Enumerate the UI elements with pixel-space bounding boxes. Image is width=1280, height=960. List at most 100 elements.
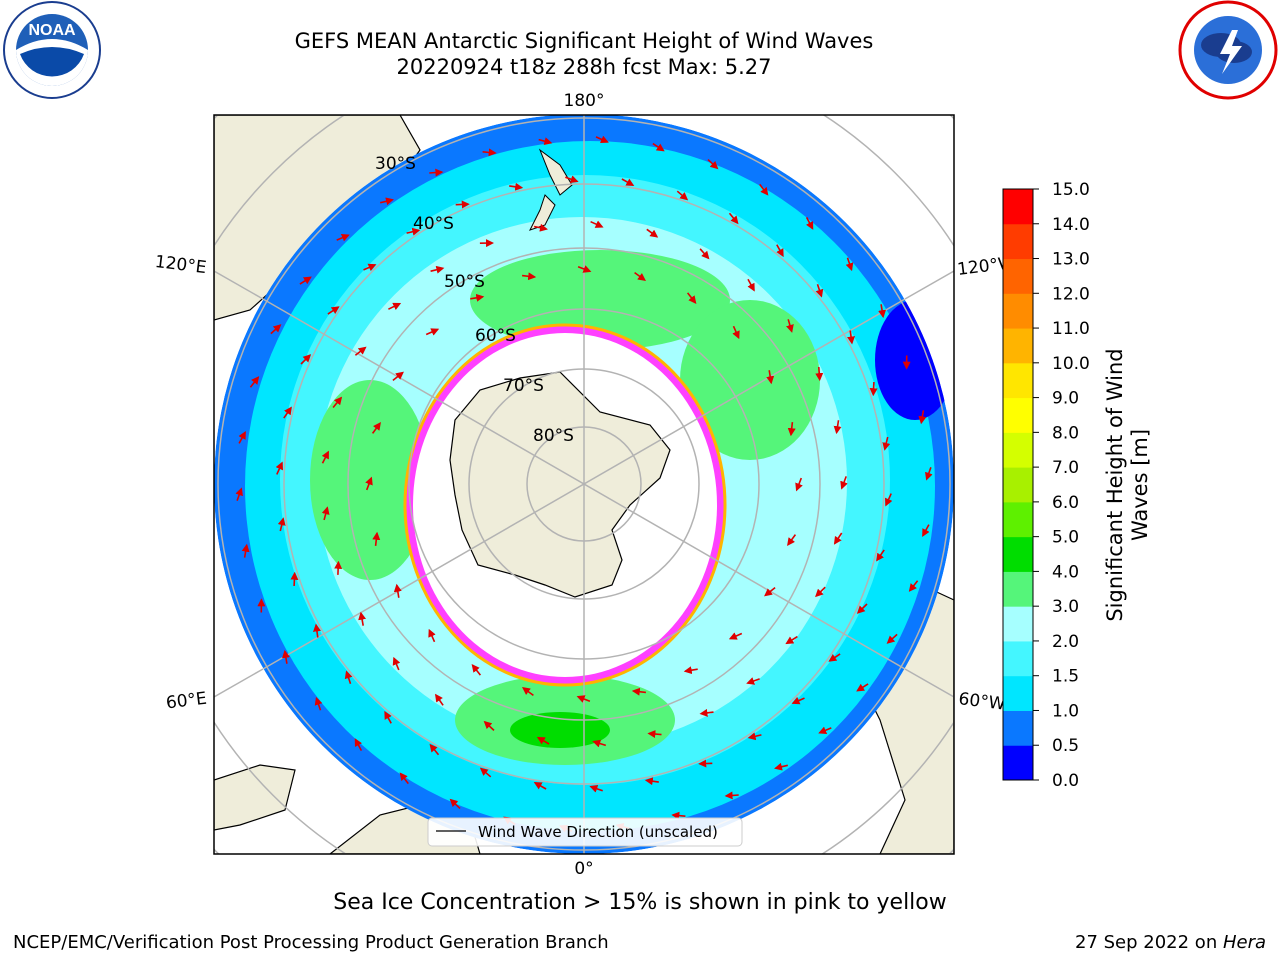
wind-wave-arrow — [372, 531, 381, 546]
wind-wave-arrow — [455, 200, 470, 209]
wind-wave-arrow — [576, 695, 591, 703]
wind-wave-arrow — [399, 772, 409, 785]
colorbar-segment — [1003, 467, 1033, 503]
wind-wave-arrow — [430, 265, 445, 274]
wind-wave-arrow — [925, 467, 933, 481]
chart-title: GEFS MEAN Antarctic Significant Height o… — [200, 28, 968, 80]
wind-wave-arrow — [238, 430, 246, 444]
wind-wave-arrow — [354, 346, 367, 356]
wind-wave-arrow — [565, 175, 579, 183]
wind-wave-arrow — [358, 611, 367, 626]
wind-wave-arrow — [354, 738, 363, 751]
wind-wave-arrow — [815, 283, 824, 298]
graticule — [217, 115, 951, 854]
lon-label-60e: 60°E — [165, 689, 208, 714]
colorbar-tick-label: 5.0 — [1052, 528, 1079, 548]
wind-wave-arrow — [776, 244, 784, 258]
wind-wave-arrow — [522, 687, 534, 697]
lat-label-50s: 50°S — [444, 272, 485, 292]
wind-wave-arrow — [509, 182, 524, 191]
colorbar-tick-label: 2.0 — [1052, 632, 1079, 652]
wind-wave-arrow — [281, 649, 290, 664]
wind-wave-arrow — [365, 476, 373, 491]
colorbar-segment — [1003, 536, 1033, 572]
wind-wave-arrow — [429, 168, 444, 177]
wind-wave-arrow — [676, 190, 689, 201]
wind-wave-arrow — [878, 304, 887, 319]
wind-wave-arrow — [592, 739, 607, 748]
title-line-1: GEFS MEAN Antarctic Significant Height o… — [294, 29, 874, 53]
noaa-logo-text: NOAA — [28, 22, 76, 39]
wind-wave-arrow — [538, 137, 553, 146]
wind-wave-arrow — [815, 586, 826, 598]
wind-wave-arrow — [406, 227, 421, 236]
wind-wave-arrow — [774, 762, 788, 771]
wind-wave-arrow — [724, 791, 739, 800]
wind-wave-arrow — [791, 696, 805, 705]
wind-wave-arrow — [595, 135, 609, 144]
colorbar-label: Significant Height of Wind Waves [m] — [1103, 348, 1153, 621]
wind-wave-arrow — [882, 436, 891, 451]
wind-wave-arrow — [759, 183, 769, 196]
wind-wave-arrow — [533, 223, 548, 232]
wind-wave-arrow — [314, 696, 323, 711]
wind-wave-arrow — [631, 687, 646, 696]
colorbar-label-line-2: Waves [m] — [1128, 428, 1152, 542]
map-legend: Wind Wave Direction (unscaled) — [427, 817, 743, 847]
lat-label-40s: 40°S — [413, 214, 454, 234]
colorbar-tick-label: 0.5 — [1052, 736, 1079, 756]
map-border — [213, 114, 955, 855]
wind-wave-arrow — [644, 777, 659, 786]
wind-wave-arrow — [787, 422, 796, 437]
colorbar-segment — [1003, 606, 1033, 642]
wind-wave-arrow — [728, 212, 739, 225]
nws-logo — [1178, 0, 1278, 100]
wind-wave-arrow — [249, 376, 260, 388]
colorbar-label-line-1: Significant Height of Wind — [1103, 348, 1127, 622]
footer-date-text: 27 Sep 2022 on — [1075, 932, 1223, 953]
wind-wave-arrow — [589, 785, 603, 793]
wind-wave-arrow — [363, 263, 377, 272]
wind-wave-arrow — [334, 560, 343, 575]
lon-label-120e: 120°E — [154, 252, 208, 278]
wind-wave-arrow — [833, 420, 842, 435]
colorbar-tick-label: 15.0 — [1052, 180, 1090, 200]
wind-wave-arrow — [590, 220, 604, 228]
wind-wave-arrow — [699, 708, 714, 717]
wind-wave-arrow — [327, 306, 340, 315]
colorbar-segment — [1003, 501, 1033, 538]
colorbar-segment — [1003, 397, 1033, 433]
title-line-2: 20220924 t18z 288h fcst Max: 5.27 — [396, 55, 772, 79]
colorbar-segment — [1003, 189, 1033, 225]
lon-label-0: 0° — [574, 859, 593, 879]
wind-wave-arrow — [313, 623, 321, 638]
footer-organization: NCEP/EMC/Verification Post Processing Pr… — [13, 932, 609, 953]
wind-wave-arrow — [300, 354, 312, 365]
wind-wave-arrow — [275, 461, 284, 475]
legend-label: Wind Wave Direction (unscaled) — [478, 823, 718, 841]
colorbar-segment — [1003, 675, 1033, 711]
colorbar-tick-label: 0.0 — [1052, 771, 1079, 791]
colorbar-segment — [1003, 223, 1033, 260]
wind-wave-arrow — [728, 632, 743, 640]
sea-ice-caption: Sea Ice Concentration > 15% is shown in … — [333, 890, 947, 915]
noaa-logo: NOAA — [3, 1, 101, 99]
wind-wave-arrow — [683, 666, 698, 675]
colorbar-tick-label: 6.0 — [1052, 493, 1079, 513]
wind-wave-arrow — [840, 476, 848, 490]
wind-wave-arrow — [332, 396, 343, 409]
wind-wave-arrow — [321, 450, 329, 464]
wind-wave-arrow — [522, 272, 537, 281]
wind-wave-arrow — [698, 759, 713, 768]
wind-wave-arrow — [785, 635, 798, 645]
lat-label-30s: 30°S — [375, 154, 416, 174]
wind-wave-arrow — [856, 683, 869, 692]
colorbar-segment — [1003, 432, 1033, 468]
colorbar: 0.0 0.5 1.0 1.5 2.0 3.0 4.0 5.0 6.0 7.0 8.0 9.0 10.0… — [1002, 180, 1090, 791]
wind-wave-arrow — [652, 142, 665, 152]
wind-wave-arrow — [449, 798, 461, 809]
colorbar-segment — [1003, 258, 1033, 294]
wind-wave-arrow — [787, 534, 797, 546]
wind-wave-arrow — [384, 710, 392, 724]
wind-wave-arrow — [764, 586, 776, 597]
